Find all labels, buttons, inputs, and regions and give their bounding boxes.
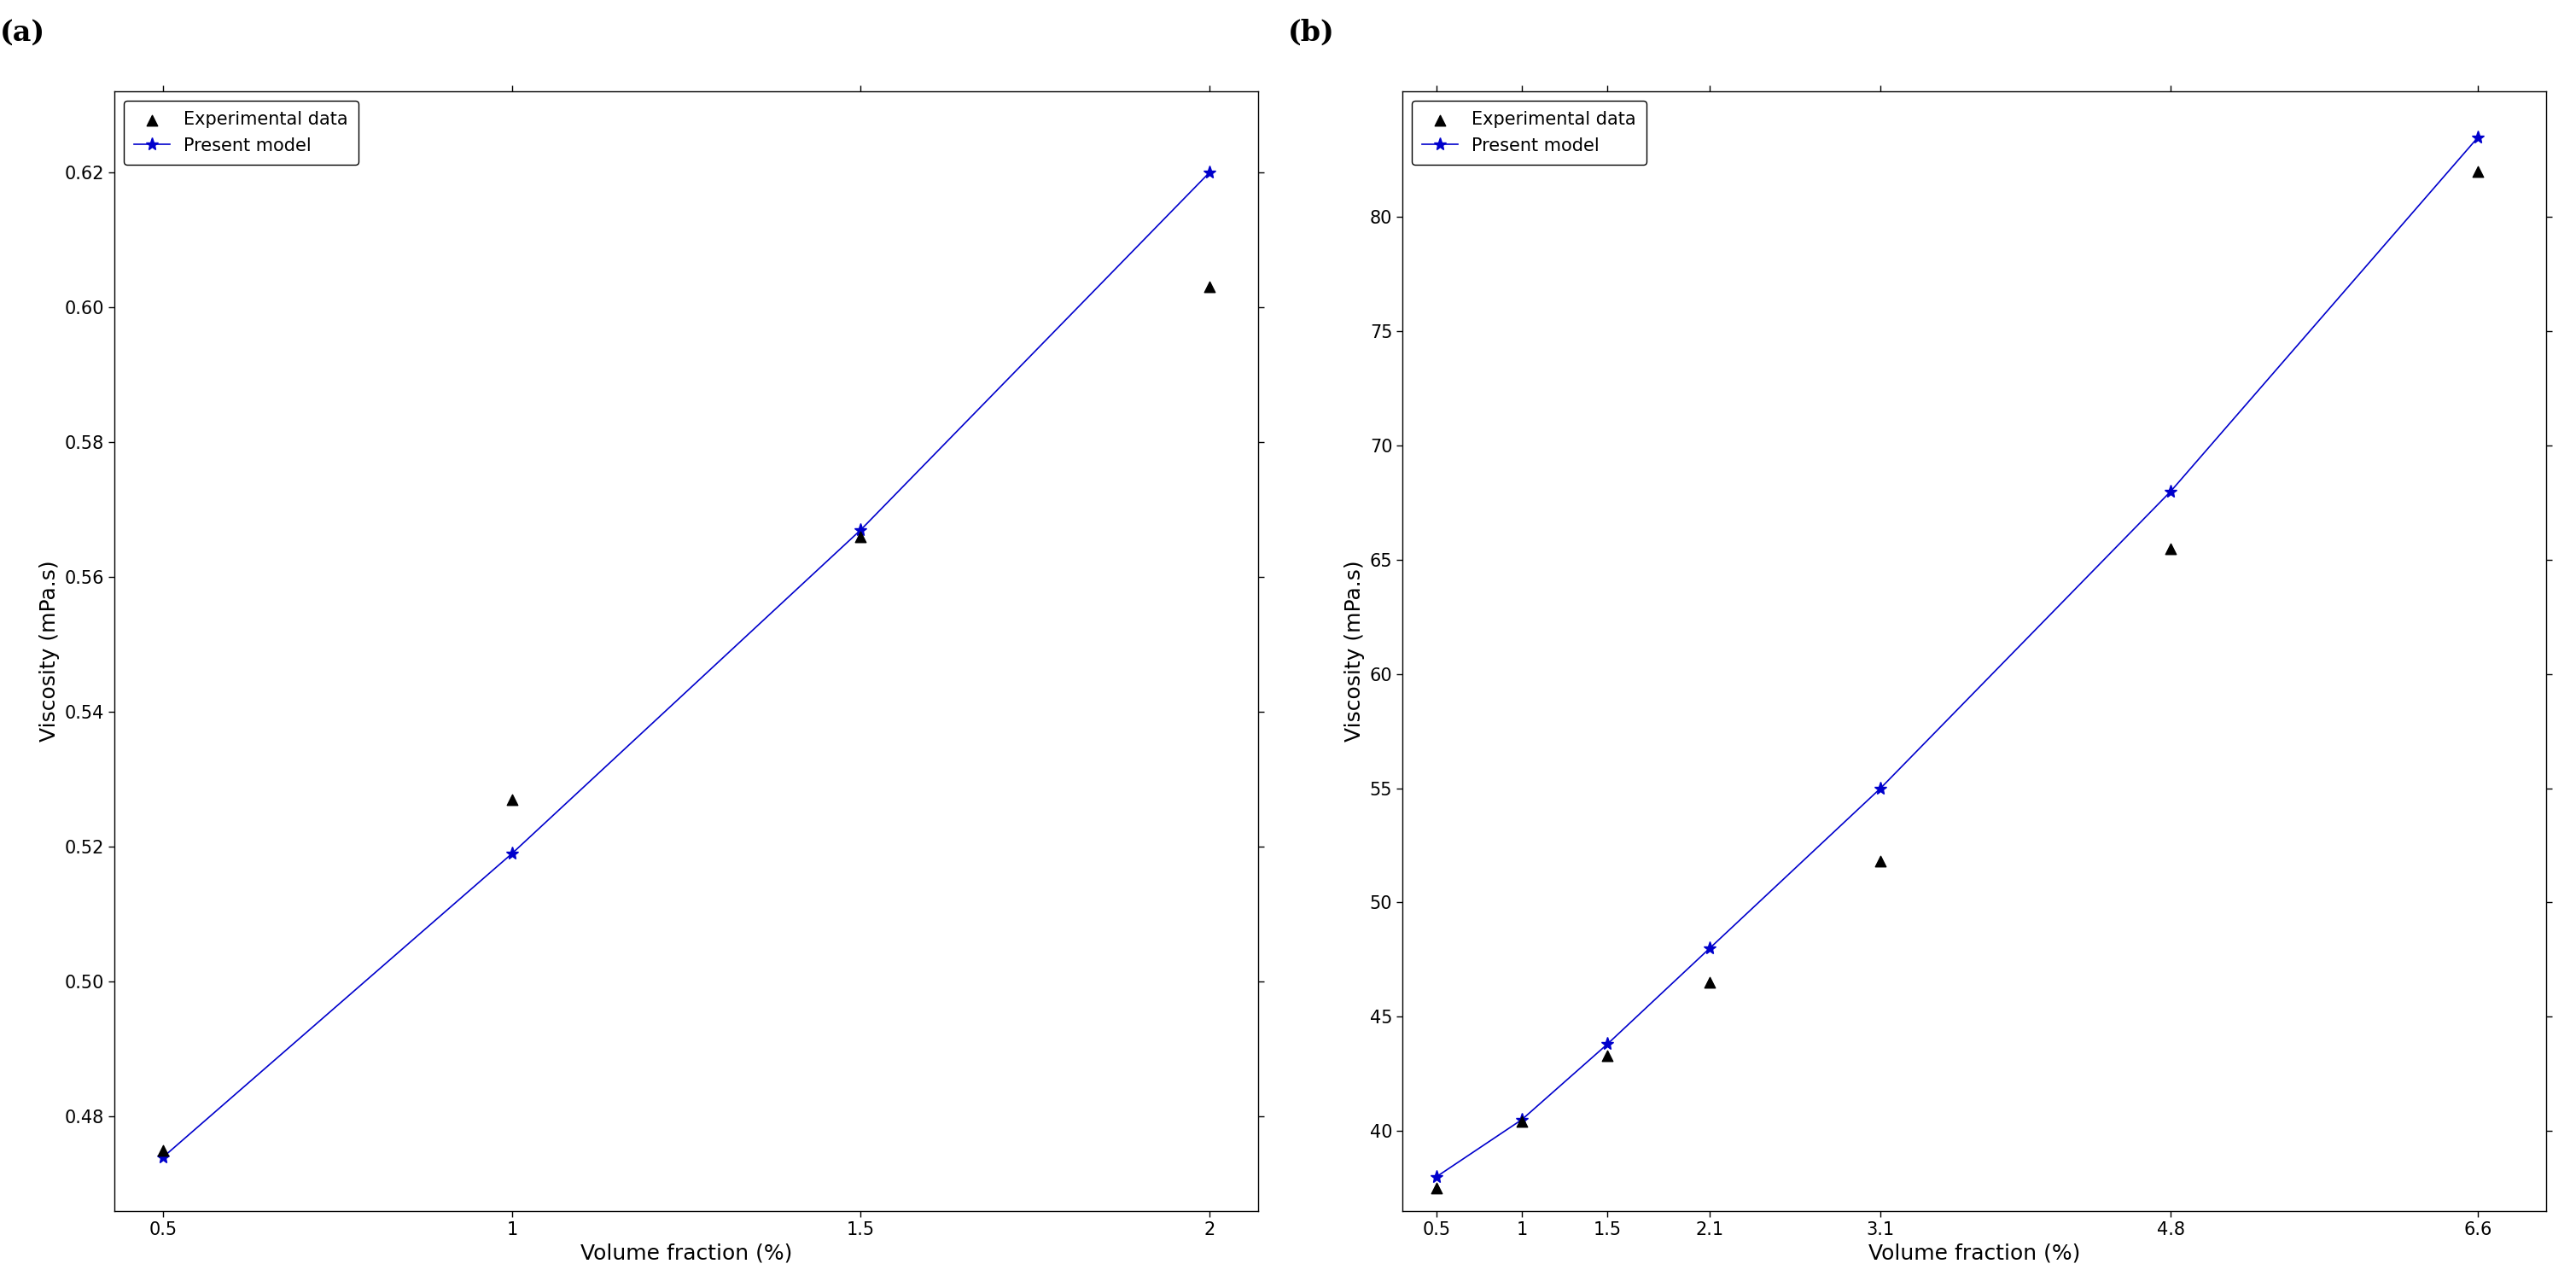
Experimental data — [1190, 277, 1231, 297]
Experimental data — [1690, 972, 1731, 992]
Y-axis label: Viscosity (mPa.s): Viscosity (mPa.s) — [1345, 560, 1365, 741]
Present model — [2156, 484, 2187, 499]
Text: (a): (a) — [0, 18, 46, 46]
Present model — [1422, 1169, 1453, 1184]
Experimental data — [2151, 538, 2192, 559]
Line: Present model: Present model — [157, 166, 1216, 1163]
Present model — [1507, 1112, 1538, 1127]
Line: Present model: Present model — [1430, 131, 2486, 1183]
Present model — [497, 846, 528, 861]
Present model — [2463, 130, 2494, 145]
Experimental data — [840, 526, 881, 547]
Legend: Experimental data, Present model: Experimental data, Present model — [124, 100, 358, 165]
Experimental data — [1587, 1045, 1628, 1066]
Present model — [1695, 941, 1726, 956]
Y-axis label: Viscosity (mPa.s): Viscosity (mPa.s) — [39, 560, 59, 741]
Legend: Experimental data, Present model: Experimental data, Present model — [1412, 100, 1646, 165]
X-axis label: Volume fraction (%): Volume fraction (%) — [580, 1243, 793, 1264]
Present model — [1865, 781, 1896, 797]
Present model — [1195, 165, 1226, 180]
Present model — [1592, 1036, 1623, 1051]
Present model — [845, 523, 876, 538]
Experimental data — [1860, 851, 1901, 871]
Present model — [147, 1149, 178, 1165]
Experimental data — [492, 789, 533, 810]
Experimental data — [1502, 1112, 1543, 1133]
Text: (b): (b) — [1288, 18, 1334, 46]
Experimental data — [2458, 161, 2499, 181]
X-axis label: Volume fraction (%): Volume fraction (%) — [1868, 1243, 2081, 1264]
Experimental data — [142, 1140, 183, 1161]
Experimental data — [1417, 1178, 1458, 1198]
